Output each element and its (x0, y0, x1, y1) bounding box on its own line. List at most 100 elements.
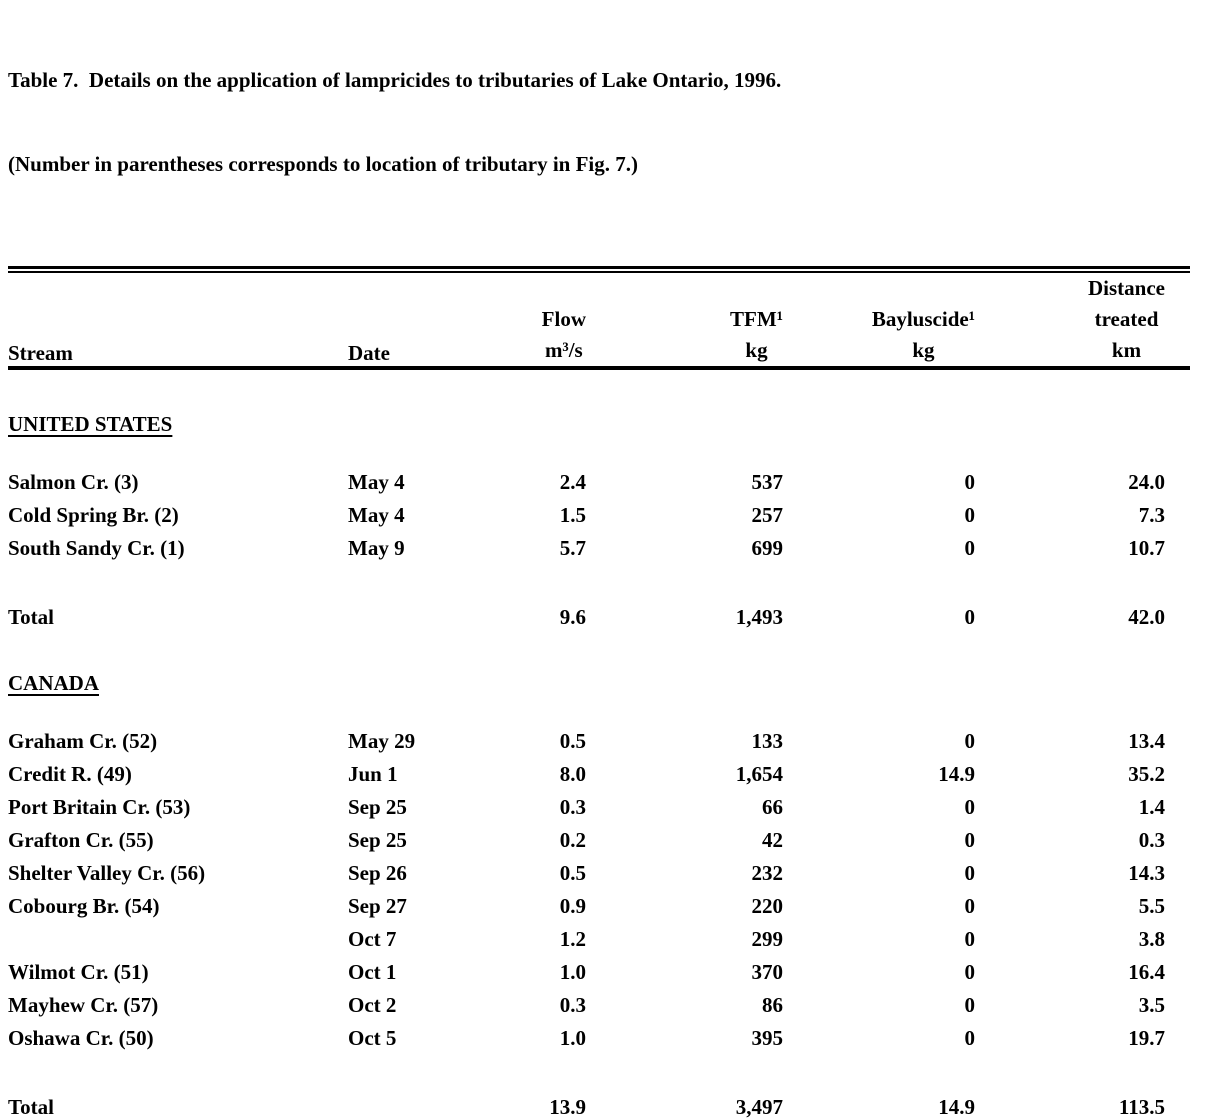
cell-tfm: 537 (751, 470, 784, 494)
cell-tfm: 232 (751, 861, 784, 885)
cell-distance: 1.4 (1138, 795, 1165, 819)
spacer-row (8, 441, 1190, 466)
cell-bayluscide: 14.9 (938, 1095, 975, 1119)
cell-date: Oct 7 (348, 927, 397, 951)
cell-flow: 8.0 (559, 762, 586, 786)
cell-stream: Port Britain Cr. (53) (8, 795, 191, 819)
cell-stream: Graham Cr. (52) (8, 729, 158, 753)
cell-bayluscide: 0 (964, 927, 976, 951)
header-distance: Distance treated km (975, 273, 1190, 370)
section-heading: UNITED STATES (8, 412, 173, 436)
cell-flow: 1.0 (559, 960, 586, 984)
header-stream: Stream (8, 273, 348, 370)
header-flow-line2: m³/s (544, 338, 583, 362)
cell-bayluscide: 0 (964, 503, 976, 527)
spacer-row (8, 368, 1190, 408)
header-bayluscide: Bayluscide¹ kg (783, 273, 975, 370)
table-row: Wilmot Cr. (51) Oct 1 1.0 370 0 16.4 (8, 956, 1190, 989)
header-bayluscide-line2: kg (912, 338, 935, 362)
total-row: Total 13.9 3,497 14.9 113.5 (8, 1091, 1190, 1119)
cell-distance: 24.0 (1128, 470, 1165, 494)
cell-stream: Oshawa Cr. (50) (8, 1026, 154, 1050)
table-row: Cobourg Br. (54) Sep 27 0.9 220 0 5.5 (8, 890, 1190, 923)
cell-distance: 3.8 (1138, 927, 1165, 951)
cell-bayluscide: 0 (964, 795, 976, 819)
cell-date (348, 601, 468, 634)
cell-tfm: 42 (762, 828, 783, 852)
cell-date: Oct 1 (348, 960, 397, 984)
cell-flow: 1.0 (559, 1026, 586, 1050)
cell-bayluscide: 0 (964, 828, 976, 852)
table-row: Mayhew Cr. (57) Oct 2 0.3 86 0 3.5 (8, 989, 1190, 1022)
header-bayluscide-line1: Bayluscide¹ (871, 307, 975, 331)
cell-date: Sep 25 (348, 795, 407, 819)
cell-date: Sep 26 (348, 861, 407, 885)
cell-tfm: 3,497 (735, 1095, 783, 1119)
header-tfm-stack: TFM¹ kg (730, 304, 783, 366)
header-distance-line2: treated (1094, 307, 1159, 331)
cell-bayluscide: 0 (964, 960, 976, 984)
header-row: Stream Date Flow m³/s TFM¹ kg Ba (8, 273, 1190, 370)
header-flow-stack: Flow m³/s (542, 304, 586, 366)
cell-stream: Shelter Valley Cr. (56) (8, 861, 206, 885)
cell-flow: 13.9 (549, 1095, 586, 1119)
cell-distance: 7.3 (1138, 503, 1165, 527)
cell-stream: Salmon Cr. (3) (8, 470, 139, 494)
cell-bayluscide: 0 (964, 894, 976, 918)
section-heading: CANADA (8, 671, 99, 695)
cell-tfm: 699 (751, 536, 784, 560)
cell-tfm: 370 (751, 960, 784, 984)
table-row: South Sandy Cr. (1) May 9 5.7 699 0 10.7 (8, 532, 1190, 565)
cell-bayluscide: 0 (964, 993, 976, 1017)
cell-bayluscide: 0 (964, 605, 976, 629)
table-header: Stream Date Flow m³/s TFM¹ kg Ba (8, 273, 1190, 370)
table-body: UNITED STATES Salmon Cr. (3) May 4 2.4 537 0 2… (8, 368, 1190, 1119)
header-date: Date (348, 273, 468, 370)
section-heading-row: CANADA (8, 667, 1190, 700)
cell-tfm: 220 (751, 894, 784, 918)
cell-flow: 1.2 (559, 927, 586, 951)
cell-distance: 42.0 (1128, 605, 1165, 629)
header-tfm: TFM¹ kg (586, 273, 783, 370)
cell-distance: 14.3 (1128, 861, 1165, 885)
header-flow: Flow m³/s (468, 273, 586, 370)
cell-bayluscide: 0 (964, 536, 976, 560)
cell-stream: Wilmot Cr. (51) (8, 960, 149, 984)
cell-distance: 10.7 (1128, 536, 1165, 560)
cell-bayluscide: 14.9 (938, 762, 975, 786)
cell-tfm: 133 (751, 729, 784, 753)
cell-distance: 35.2 (1128, 762, 1165, 786)
cell-date: Oct 2 (348, 993, 397, 1017)
cell-date: Sep 27 (348, 894, 407, 918)
spacer-row (8, 700, 1190, 725)
spacer-row (8, 565, 1190, 601)
header-bayluscide-stack: Bayluscide¹ kg (872, 304, 975, 366)
table-caption: Table 7. Details on the application of l… (8, 10, 1207, 234)
cell-date: Oct 5 (348, 1026, 397, 1050)
header-flow-line1: Flow (541, 307, 586, 331)
cell-tfm: 299 (751, 927, 784, 951)
cell-tfm: 1,493 (735, 605, 783, 629)
cell-flow: 5.7 (559, 536, 586, 560)
table-subtitle: (Number in parentheses corresponds to lo… (8, 152, 638, 176)
cell-flow: 0.5 (559, 729, 586, 753)
header-distance-stack: Distance treated km (1088, 273, 1165, 366)
cell-date: Jun 1 (348, 762, 398, 786)
cell-date: Sep 25 (348, 828, 407, 852)
cell-flow: 0.2 (559, 828, 586, 852)
table-title: Table 7. Details on the application of l… (8, 68, 782, 92)
cell-distance: 3.5 (1138, 993, 1165, 1017)
header-tfm-line1: TFM¹ (730, 307, 783, 331)
cell-stream: South Sandy Cr. (1) (8, 536, 185, 560)
section-heading-row: UNITED STATES (8, 408, 1190, 441)
cell-flow: 9.6 (559, 605, 586, 629)
spacer-row (8, 634, 1190, 667)
cell-distance: 0.3 (1138, 828, 1165, 852)
top-rule (8, 266, 1190, 273)
lampricide-table: Stream Date Flow m³/s TFM¹ kg Ba (8, 273, 1190, 1119)
total-row: Total 9.6 1,493 0 42.0 (8, 601, 1190, 634)
cell-date (348, 1091, 468, 1119)
cell-stream: Mayhew Cr. (57) (8, 993, 159, 1017)
cell-date: May 29 (348, 729, 416, 753)
